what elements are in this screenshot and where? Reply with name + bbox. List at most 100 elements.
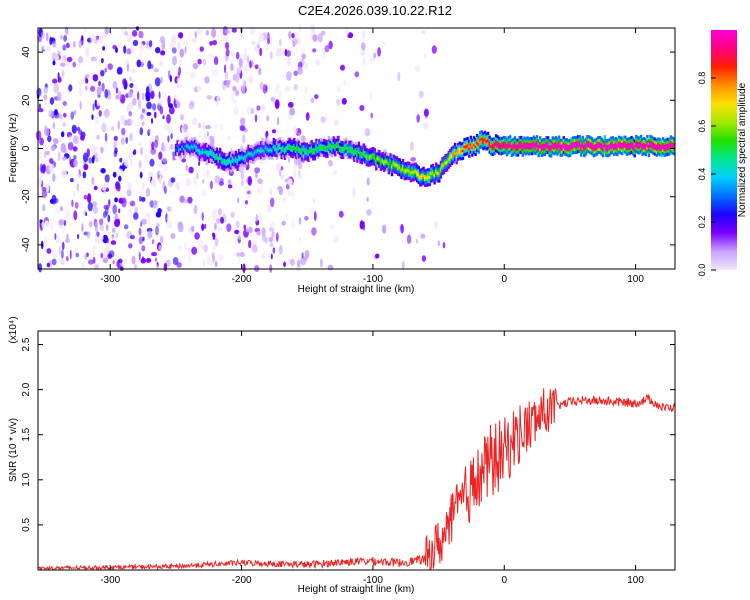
- snr-panel: -300 -200 -100 0 100 0.5 1.0 1.5 2.0 2.5 Height …: [8, 316, 676, 595]
- noise-blob: [100, 252, 104, 259]
- noise-blob: [127, 33, 132, 43]
- noise-blob: [56, 91, 62, 102]
- noise-blob: [39, 137, 44, 146]
- ridge-cell: [542, 145, 545, 149]
- noise-blob: [46, 248, 52, 254]
- noise-blob: [191, 38, 197, 43]
- ridge-cell: [326, 147, 329, 151]
- noise-blob: [141, 92, 145, 101]
- noise-blob: [219, 124, 224, 131]
- noise-blob: [139, 171, 143, 179]
- ridge-cell: [367, 156, 370, 160]
- noise-blob: [43, 235, 48, 245]
- noise-blob: [205, 29, 209, 36]
- noise-blob: [41, 189, 48, 198]
- noise-blob: [191, 117, 198, 126]
- ridge-cell: [535, 142, 539, 146]
- noise-blob: [57, 78, 62, 83]
- noise-blob: [410, 157, 416, 162]
- ridge-cell: [439, 168, 443, 172]
- ridge-cell: [461, 149, 465, 153]
- noise-blob: [103, 204, 110, 210]
- ridge-cell: [602, 146, 605, 150]
- ridge-cell: [450, 154, 454, 158]
- noise-blob: [168, 103, 174, 109]
- noise-blob: [286, 213, 289, 219]
- noise-blob: [177, 244, 182, 250]
- noise-blob: [124, 31, 128, 36]
- noise-blob: [140, 219, 143, 227]
- ridge-cell: [556, 145, 559, 148]
- y-tick-label: 0.5: [21, 518, 32, 532]
- ridge-cell: [658, 145, 662, 149]
- ridge-cell: [625, 145, 629, 149]
- ridge-cell: [353, 151, 356, 155]
- ridge-cell: [346, 148, 350, 152]
- noise-blob: [266, 204, 272, 213]
- noise-blob: [102, 46, 105, 51]
- noise-blob: [62, 122, 66, 127]
- noise-blob: [187, 196, 193, 204]
- ridge-cell: [627, 145, 630, 148]
- noise-blob: [140, 146, 143, 155]
- noise-blob: [141, 218, 147, 225]
- noise-blob: [230, 63, 234, 71]
- noise-blob: [257, 37, 261, 47]
- ridge-cell: [190, 145, 194, 148]
- noise-blob: [104, 174, 110, 183]
- noise-blob: [102, 257, 109, 264]
- ridge-cell: [529, 144, 532, 148]
- ridge-cell: [359, 153, 362, 156]
- ridge-cell: [249, 152, 252, 156]
- ridge-cell: [487, 139, 490, 143]
- noise-blob: [101, 82, 105, 92]
- noise-blob: [128, 243, 133, 249]
- ridge-cell: [616, 145, 619, 149]
- noise-blob: [98, 34, 104, 44]
- ridge-cell: [502, 143, 506, 147]
- noise-blob: [290, 190, 295, 197]
- noise-blob: [167, 135, 170, 143]
- x-tick-label: -100: [363, 274, 383, 285]
- noise-blob: [61, 168, 67, 178]
- noise-blob: [291, 125, 298, 136]
- noise-blob: [239, 252, 245, 257]
- noise-blob: [261, 253, 266, 259]
- noise-blob: [38, 108, 44, 113]
- noise-blob: [129, 200, 136, 207]
- ridge-cell: [329, 145, 332, 149]
- noise-blob: [77, 233, 80, 240]
- noise-blob: [176, 41, 181, 49]
- ridge-cell: [532, 143, 536, 146]
- noise-blob: [119, 41, 122, 46]
- noise-blob: [101, 57, 104, 64]
- ridge-cell: [215, 155, 219, 158]
- noise-blob: [162, 115, 165, 120]
- noise-blob: [124, 224, 129, 230]
- noise-blob: [89, 85, 96, 92]
- ridge-cell: [550, 147, 553, 150]
- noise-blob: [92, 256, 96, 264]
- noise-blob: [179, 48, 185, 58]
- ridge-cell: [444, 161, 447, 165]
- noise-blob: [49, 97, 55, 105]
- noise-blob: [57, 151, 61, 162]
- ridge-cell: [606, 147, 610, 150]
- colorbar-tick-label: 0.6: [697, 120, 707, 133]
- ridge-cell: [236, 160, 239, 164]
- noise-blob: [69, 249, 72, 260]
- ridge-cell: [661, 144, 665, 148]
- snr-x-axis: -300 -200 -100 0 100: [100, 331, 644, 586]
- snr-y-label: SNR (10 * v/v): [8, 418, 19, 482]
- noise-blob: [146, 101, 152, 110]
- ridge-cell: [646, 142, 649, 146]
- ridge-cell: [395, 163, 398, 167]
- noise-blob: [160, 235, 164, 244]
- noise-blob: [240, 180, 244, 187]
- noise-blob: [313, 211, 317, 221]
- y-tick-label: -20: [21, 189, 32, 204]
- noise-blob: [50, 51, 57, 59]
- colorbar-label: Normalized spectral amplitude: [737, 82, 748, 217]
- spectrogram-y-axis: -40 -20 0 20 40: [21, 46, 675, 252]
- ridge-cell: [296, 146, 299, 150]
